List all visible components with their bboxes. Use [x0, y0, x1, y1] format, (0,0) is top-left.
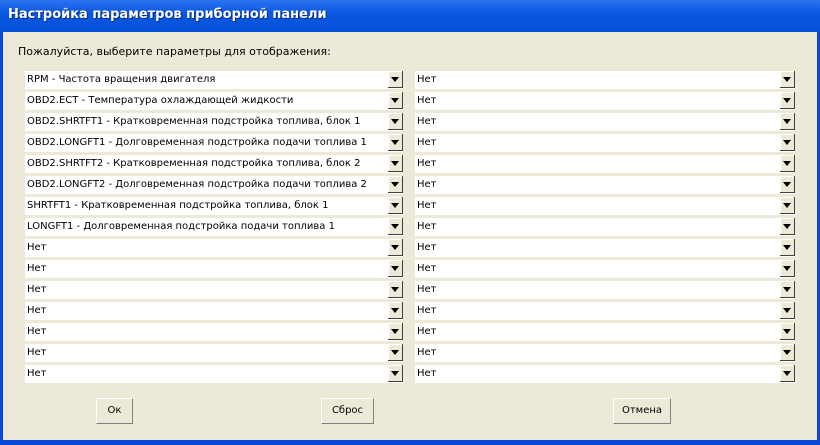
- dropdown-arrow-icon[interactable]: [780, 197, 795, 214]
- parameter-select-right[interactable]: Нет: [415, 302, 795, 320]
- selected-value: Нет: [27, 347, 47, 358]
- parameter-select-right[interactable]: Нет: [415, 344, 795, 362]
- selected-value: Нет: [417, 263, 437, 274]
- dropdown-arrow-icon[interactable]: [780, 239, 795, 256]
- dropdown-arrow-icon[interactable]: [388, 239, 403, 256]
- dropdown-arrow-icon[interactable]: [780, 176, 795, 193]
- selected-value: Нет: [417, 95, 437, 106]
- dropdown-arrow-icon[interactable]: [780, 113, 795, 130]
- selected-value: OBD2.SHRTFT1 - Кратковременная подстройк…: [27, 116, 361, 127]
- selected-value: Нет: [417, 200, 437, 211]
- parameter-select-left[interactable]: Нет: [25, 323, 403, 341]
- selected-value: Нет: [417, 116, 437, 127]
- dropdown-arrow-icon[interactable]: [780, 344, 795, 361]
- parameter-select-right[interactable]: Нет: [415, 323, 795, 341]
- dropdown-arrow-icon[interactable]: [388, 323, 403, 340]
- parameter-select-left[interactable]: OBD2.SHRTFT2 - Кратковременная подстройк…: [25, 155, 403, 173]
- parameter-select-right[interactable]: Нет: [415, 155, 795, 173]
- dropdown-arrow-icon[interactable]: [388, 218, 403, 235]
- selected-value: Нет: [417, 158, 437, 169]
- reset-button[interactable]: Сброс: [321, 398, 374, 424]
- selected-value: Нет: [417, 284, 437, 295]
- cancel-button[interactable]: Отмена: [613, 398, 671, 424]
- title-bar: Настройка параметров приборной панели: [0, 0, 820, 32]
- parameter-select-left[interactable]: OBD2.LONGFT2 - Долговременная подстройка…: [25, 176, 403, 194]
- parameter-select-right[interactable]: Нет: [415, 218, 795, 236]
- parameter-select-right[interactable]: Нет: [415, 197, 795, 215]
- selected-value: Нет: [417, 242, 437, 253]
- parameter-select-left[interactable]: LONGFT1 - Долговременная подстройка пода…: [25, 218, 403, 236]
- parameter-select-left[interactable]: Нет: [25, 260, 403, 278]
- parameter-select-left[interactable]: OBD2.ECT - Температура охлаждающей жидко…: [25, 92, 403, 110]
- parameter-select-left[interactable]: Нет: [25, 365, 403, 383]
- parameter-select-left[interactable]: OBD2.SHRTFT1 - Кратковременная подстройк…: [25, 113, 403, 131]
- parameter-select-left[interactable]: Нет: [25, 344, 403, 362]
- ok-button[interactable]: Ок: [96, 398, 133, 424]
- dropdown-arrow-icon[interactable]: [780, 218, 795, 235]
- selected-value: OBD2.SHRTFT2 - Кратковременная подстройк…: [27, 158, 361, 169]
- selected-value: Нет: [27, 284, 47, 295]
- dropdown-arrow-icon[interactable]: [388, 260, 403, 277]
- selected-value: OBD2.LONGFT1 - Долговременная подстройка…: [27, 137, 367, 148]
- selected-value: OBD2.LONGFT2 - Долговременная подстройка…: [27, 179, 367, 190]
- dropdown-arrow-icon[interactable]: [388, 134, 403, 151]
- selected-value: SHRTFT1 - Кратковременная подстройка топ…: [27, 200, 329, 211]
- dropdown-arrow-icon[interactable]: [388, 365, 403, 382]
- dropdown-arrow-icon[interactable]: [780, 323, 795, 340]
- dropdown-arrow-icon[interactable]: [388, 281, 403, 298]
- parameter-select-left[interactable]: Нет: [25, 281, 403, 299]
- parameter-select-right[interactable]: Нет: [415, 92, 795, 110]
- selected-value: RPM - Частота вращения двигателя: [27, 74, 216, 85]
- dropdown-arrow-icon[interactable]: [388, 92, 403, 109]
- selected-value: Нет: [417, 368, 437, 379]
- dropdown-arrow-icon[interactable]: [780, 281, 795, 298]
- dropdown-arrow-icon[interactable]: [780, 134, 795, 151]
- selected-value: Нет: [27, 305, 47, 316]
- selected-value: Нет: [417, 179, 437, 190]
- selected-value: OBD2.ECT - Температура охлаждающей жидко…: [27, 95, 294, 106]
- parameter-select-left[interactable]: Нет: [25, 239, 403, 257]
- selected-value: Нет: [417, 221, 437, 232]
- dropdown-arrow-icon[interactable]: [780, 155, 795, 172]
- selected-value: Нет: [27, 326, 47, 337]
- selected-value: Нет: [27, 368, 47, 379]
- parameter-select-left[interactable]: RPM - Частота вращения двигателя: [25, 71, 403, 89]
- parameter-select-right[interactable]: Нет: [415, 281, 795, 299]
- parameter-select-left[interactable]: Нет: [25, 302, 403, 320]
- selected-value: Нет: [417, 137, 437, 148]
- parameter-select-right[interactable]: Нет: [415, 71, 795, 89]
- selected-value: Нет: [27, 242, 47, 253]
- dropdown-arrow-icon[interactable]: [780, 92, 795, 109]
- dropdown-arrow-icon[interactable]: [780, 71, 795, 88]
- dropdown-arrow-icon[interactable]: [780, 365, 795, 382]
- selected-value: LONGFT1 - Долговременная подстройка пода…: [27, 221, 335, 232]
- dropdown-arrow-icon[interactable]: [388, 302, 403, 319]
- parameter-select-right[interactable]: Нет: [415, 260, 795, 278]
- dialog-body: Пожалуйста, выберите параметры для отобр…: [3, 32, 817, 440]
- selected-value: Нет: [417, 74, 437, 85]
- parameter-select-right[interactable]: Нет: [415, 134, 795, 152]
- prompt-label: Пожалуйста, выберите параметры для отобр…: [18, 45, 331, 58]
- dropdown-arrow-icon[interactable]: [388, 176, 403, 193]
- dropdown-arrow-icon[interactable]: [388, 113, 403, 130]
- dropdown-arrow-icon[interactable]: [780, 260, 795, 277]
- selected-value: Нет: [417, 347, 437, 358]
- selected-value: Нет: [417, 326, 437, 337]
- parameter-select-right[interactable]: Нет: [415, 113, 795, 131]
- parameter-select-right[interactable]: Нет: [415, 239, 795, 257]
- parameter-select-right[interactable]: Нет: [415, 365, 795, 383]
- window-title: Настройка параметров приборной панели: [8, 7, 327, 22]
- parameter-select-left[interactable]: SHRTFT1 - Кратковременная подстройка топ…: [25, 197, 403, 215]
- selected-value: Нет: [417, 305, 437, 316]
- parameter-select-left[interactable]: OBD2.LONGFT1 - Долговременная подстройка…: [25, 134, 403, 152]
- dropdown-arrow-icon[interactable]: [388, 344, 403, 361]
- dropdown-arrow-icon[interactable]: [780, 302, 795, 319]
- dropdown-arrow-icon[interactable]: [388, 155, 403, 172]
- dropdown-arrow-icon[interactable]: [388, 71, 403, 88]
- selected-value: Нет: [27, 263, 47, 274]
- parameter-select-right[interactable]: Нет: [415, 176, 795, 194]
- dropdown-arrow-icon[interactable]: [388, 197, 403, 214]
